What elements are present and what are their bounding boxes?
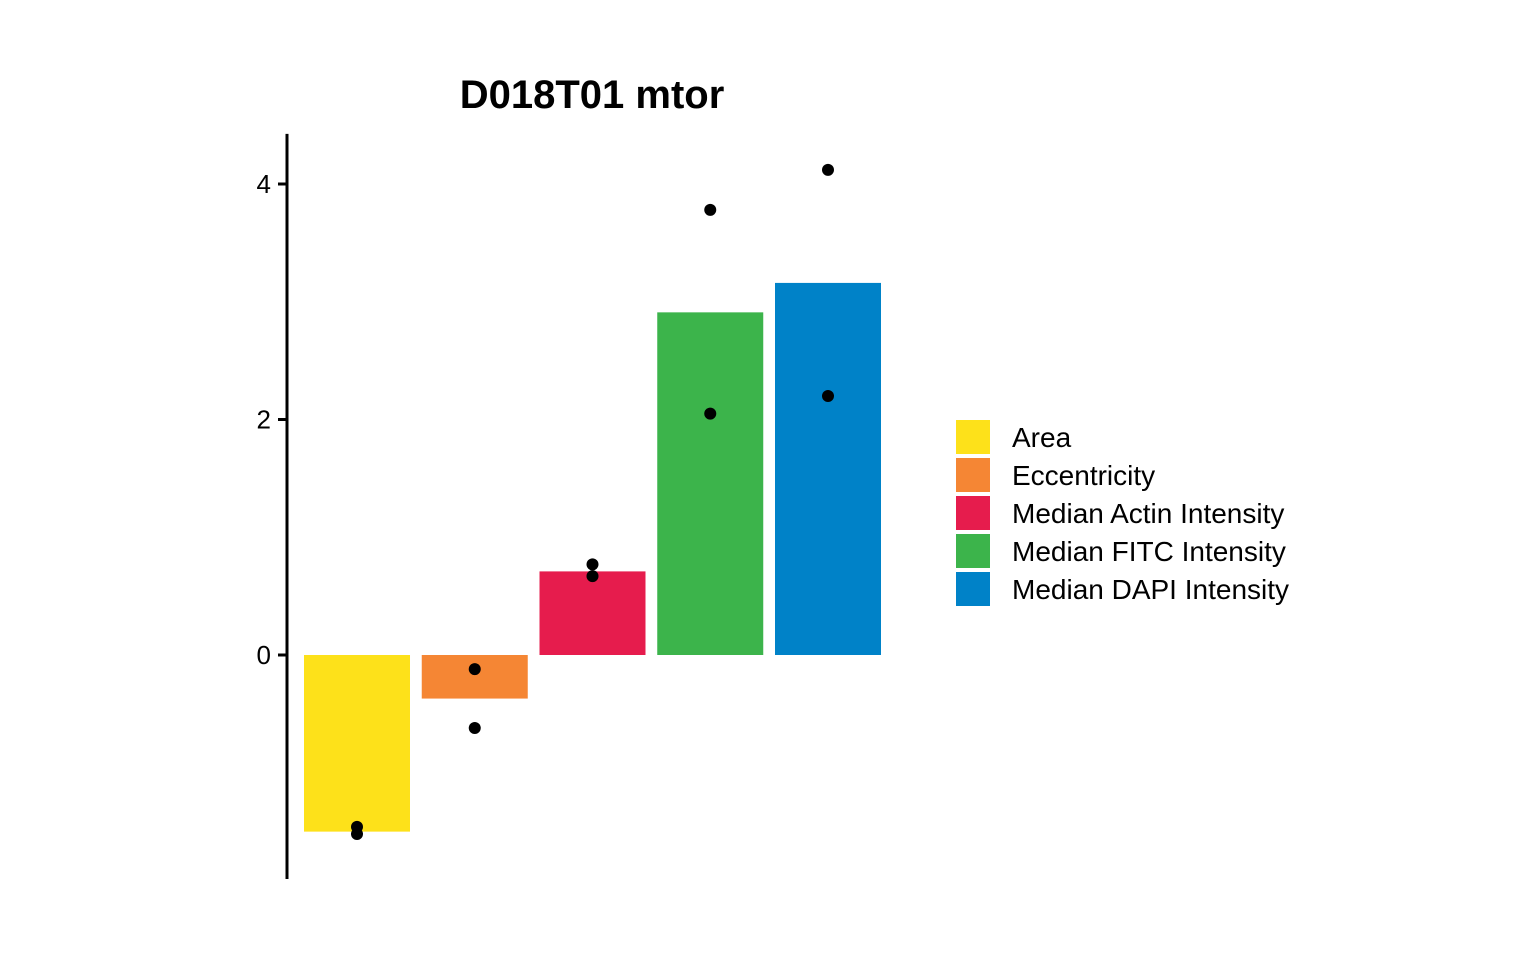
data-point <box>586 570 599 583</box>
legend-label: Eccentricity <box>1012 460 1155 491</box>
legend-label: Median DAPI Intensity <box>1012 574 1289 605</box>
legend-swatch <box>956 420 990 454</box>
legend-label: Median FITC Intensity <box>1012 536 1286 567</box>
data-point <box>468 663 481 676</box>
bars <box>304 282 881 832</box>
bar-eccentricity <box>421 655 528 699</box>
y-axis: 0 2 4 <box>257 133 289 879</box>
data-point <box>351 827 363 840</box>
legend-label: Area <box>1012 422 1072 453</box>
data-point <box>586 558 599 571</box>
data-point <box>704 203 717 216</box>
legend-swatch <box>956 534 990 568</box>
data-point <box>822 163 834 176</box>
legend-label: Median Actin Intensity <box>1012 498 1284 529</box>
y-tick-label: 0 <box>257 640 271 670</box>
chart-title: D018T01 mtor <box>460 73 725 117</box>
data-point <box>704 407 717 420</box>
legend-swatch <box>956 458 990 492</box>
y-tick-label: 2 <box>257 405 271 435</box>
y-tick-label: 4 <box>257 169 271 199</box>
bar-median-fitc-intensity <box>657 312 764 655</box>
legend: Area Eccentricity Median Actin Intensity Me… <box>956 420 1289 606</box>
data-points <box>351 163 834 840</box>
bar-area <box>304 655 410 832</box>
data-point <box>468 722 481 735</box>
bar-median-actin-intensity <box>539 571 646 655</box>
data-point <box>822 389 834 402</box>
bar-median-dapi-intensity <box>775 282 881 655</box>
legend-swatch <box>956 496 990 530</box>
legend-swatch <box>956 572 990 606</box>
